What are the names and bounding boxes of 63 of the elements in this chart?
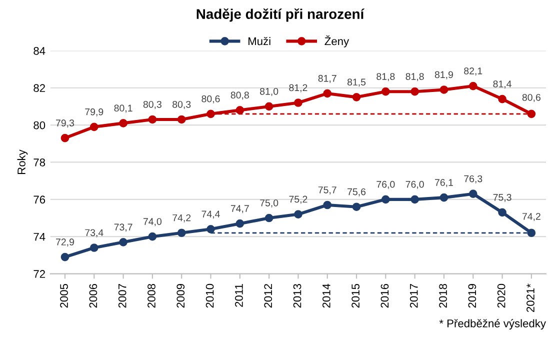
x-tick-label: 2014 xyxy=(322,284,330,308)
data-label: 73,7 xyxy=(114,224,132,232)
data-label: 79,9 xyxy=(85,108,104,116)
x-tick-label: 2010 xyxy=(206,284,214,308)
data-label: 76,3 xyxy=(464,175,482,184)
data-label: 82,1 xyxy=(464,67,482,76)
text: * Předběžné výsledky xyxy=(439,319,546,330)
data-label: 80,3 xyxy=(143,100,162,109)
y-tick-label: 82 xyxy=(34,84,45,92)
data-label: 81,9 xyxy=(434,71,453,80)
data-label: 75,7 xyxy=(318,186,336,194)
x-tick-label: 2020 xyxy=(497,284,506,308)
data-label: 81,0 xyxy=(260,88,278,96)
data-label: 80,6 xyxy=(522,94,540,102)
data-label: 75,6 xyxy=(348,188,366,196)
data-label: 76,0 xyxy=(406,180,424,189)
data-label: 74,2 xyxy=(522,212,540,221)
x-tick-label: 2005 xyxy=(60,284,68,308)
legend-label: Ženy xyxy=(324,35,350,48)
data-label: 74,4 xyxy=(202,210,220,219)
y-tick-label: 72 xyxy=(34,270,45,278)
data-label: 81,7 xyxy=(318,74,336,83)
y-tick-label: 84 xyxy=(34,46,46,55)
legend-label: Muži xyxy=(248,36,270,46)
x-tick-label: 2011 xyxy=(235,284,243,307)
y-tick-label: 76 xyxy=(34,196,46,204)
data-label: 74,7 xyxy=(230,205,249,214)
x-tick-label: 2021* xyxy=(526,284,534,312)
x-tick-label: 2016 xyxy=(380,284,389,308)
x-tick-label: 2009 xyxy=(176,284,185,308)
x-tick-label: 2013 xyxy=(293,284,302,308)
x-tick-label: 2007 xyxy=(118,284,126,308)
x-tick-label: 2015 xyxy=(352,284,360,308)
data-label: 81,8 xyxy=(376,73,395,82)
x-tick-label: 2008 xyxy=(148,284,156,308)
y-tick-label: 80 xyxy=(34,121,46,130)
y-tick-label: 78 xyxy=(34,158,46,166)
data-label: 76,1 xyxy=(435,179,453,188)
data-label: 79,3 xyxy=(56,120,74,128)
data-label: 74,0 xyxy=(143,218,162,226)
data-label: 76,0 xyxy=(376,180,395,189)
y-tick-label: 74 xyxy=(34,232,46,241)
data-label: 73,4 xyxy=(85,229,104,238)
data-label: 80,8 xyxy=(230,92,249,100)
data-label: 75,0 xyxy=(260,199,278,208)
data-label: 80,6 xyxy=(202,95,220,104)
x-tick-label: 2017 xyxy=(410,284,418,308)
data-label: 75,2 xyxy=(289,196,308,204)
data-label: 81,2 xyxy=(289,84,308,92)
x-tick-label: 2006 xyxy=(89,284,98,308)
data-label: 80,1 xyxy=(114,104,132,113)
data-label: 81,8 xyxy=(406,73,424,82)
data-label: 81,4 xyxy=(493,80,512,89)
x-tick-label: 2019 xyxy=(468,284,476,308)
x-tick-label: 2012 xyxy=(264,284,272,308)
chart-title: Naděje dožití při narození xyxy=(196,8,365,22)
data-label: 81,5 xyxy=(347,78,366,87)
data-label: 80,3 xyxy=(172,100,191,109)
x-tick-label: 2018 xyxy=(439,284,447,308)
data-label: 74,2 xyxy=(172,214,191,222)
data-label: 75,3 xyxy=(493,194,512,202)
data-label: 72,9 xyxy=(56,238,74,247)
y-axis-title: Roky xyxy=(17,150,28,174)
